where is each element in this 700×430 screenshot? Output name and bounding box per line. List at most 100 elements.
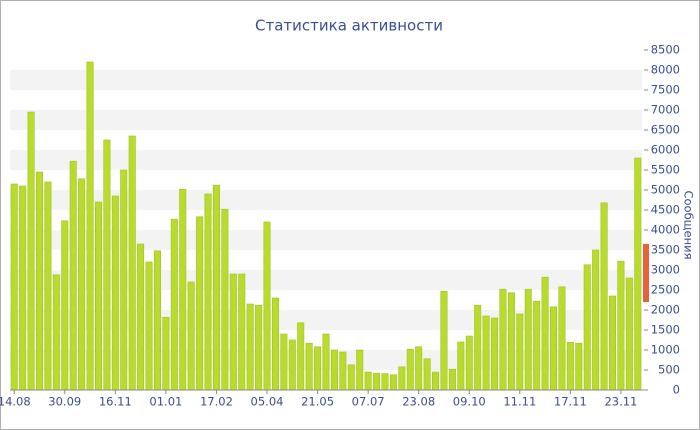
bar xyxy=(19,185,27,391)
bar xyxy=(246,303,254,391)
bar xyxy=(398,366,406,391)
grid-band xyxy=(10,230,642,250)
bar xyxy=(61,220,69,391)
bar xyxy=(558,286,566,391)
chart-title: Статистика активности xyxy=(255,17,443,35)
bar xyxy=(52,274,60,391)
bar xyxy=(221,208,229,391)
grid-band xyxy=(10,270,642,290)
bar xyxy=(389,374,397,391)
bar xyxy=(322,333,330,391)
x-tick-label: 05.04 xyxy=(251,395,284,409)
y-tick-label: 4500 xyxy=(651,203,680,217)
bar xyxy=(482,315,490,391)
bar xyxy=(314,346,322,391)
bar xyxy=(364,371,372,391)
bar xyxy=(44,181,52,391)
bar xyxy=(507,292,515,391)
bar xyxy=(600,202,608,391)
bar xyxy=(10,183,18,391)
bar xyxy=(204,193,212,391)
bar xyxy=(271,297,279,391)
bar xyxy=(448,368,456,391)
y-tick-label: 8500 xyxy=(651,43,680,57)
bar xyxy=(187,281,195,391)
bar xyxy=(94,201,102,391)
bar xyxy=(356,349,364,391)
x-tick-label: 30.09 xyxy=(48,395,81,409)
x-tick-label: 14.08 xyxy=(0,395,31,409)
bar xyxy=(440,290,448,391)
bar xyxy=(617,260,625,391)
bar xyxy=(128,135,136,391)
y-tick-label: 6500 xyxy=(651,123,680,137)
y-axis-label: Сообщения xyxy=(682,190,696,259)
x-tick-label: 23.11 xyxy=(604,395,637,409)
y-tick-label: 2500 xyxy=(651,283,680,297)
bar xyxy=(625,277,633,391)
bar xyxy=(69,160,77,391)
bar xyxy=(27,111,35,391)
bar xyxy=(162,316,170,391)
bar xyxy=(255,304,263,391)
bar xyxy=(179,188,187,391)
bar xyxy=(330,349,338,391)
bar xyxy=(347,364,355,391)
bar xyxy=(153,250,161,391)
bar xyxy=(339,351,347,391)
bar xyxy=(524,288,532,391)
grid-band xyxy=(10,110,642,130)
bar xyxy=(609,295,617,391)
y-tick-label: 1500 xyxy=(651,323,680,337)
bar xyxy=(406,348,414,391)
y-tick-label: 0 xyxy=(673,383,680,397)
grid-band xyxy=(10,150,642,170)
bar xyxy=(423,358,431,391)
range-marker xyxy=(643,244,649,302)
grid-band xyxy=(10,190,642,210)
bar xyxy=(137,243,145,391)
y-tick-label: 4000 xyxy=(651,223,680,237)
bar xyxy=(35,171,43,391)
bar xyxy=(634,157,642,391)
x-tick-label: 17.02 xyxy=(200,395,233,409)
bar xyxy=(457,341,465,391)
x-tick-label: 09.10 xyxy=(453,395,486,409)
bar xyxy=(103,139,111,391)
bar xyxy=(550,306,558,391)
bar xyxy=(196,216,204,391)
y-tick-label: 7500 xyxy=(651,83,680,97)
x-tick-label: 11.11 xyxy=(503,395,536,409)
y-tick-label: 3500 xyxy=(651,243,680,257)
bar xyxy=(78,178,86,391)
x-tick-label: 21.05 xyxy=(301,395,334,409)
y-tick-label: 8000 xyxy=(651,63,680,77)
bar xyxy=(145,261,153,391)
bar xyxy=(491,317,499,391)
bar xyxy=(592,249,600,391)
bar xyxy=(86,61,94,391)
bar xyxy=(297,322,305,391)
bar xyxy=(288,339,296,391)
bar xyxy=(280,333,288,391)
bar xyxy=(229,273,237,391)
bar xyxy=(575,342,583,391)
bar xyxy=(541,276,549,391)
x-tick-label: 01.01 xyxy=(149,395,182,409)
grid-band xyxy=(10,70,642,90)
y-tick-label: 500 xyxy=(658,363,680,377)
y-tick-label: 7000 xyxy=(651,103,680,117)
y-tick-label: 1000 xyxy=(651,343,680,357)
bar xyxy=(583,264,591,391)
y-tick-label: 3000 xyxy=(651,263,680,277)
bar xyxy=(474,304,482,391)
x-tick-label: 07.07 xyxy=(352,395,385,409)
y-tick-label: 2000 xyxy=(651,303,680,317)
bar xyxy=(566,342,574,391)
bar xyxy=(120,169,128,391)
bar xyxy=(381,373,389,391)
bar xyxy=(111,195,119,391)
bar xyxy=(170,218,178,391)
bar xyxy=(238,273,246,391)
